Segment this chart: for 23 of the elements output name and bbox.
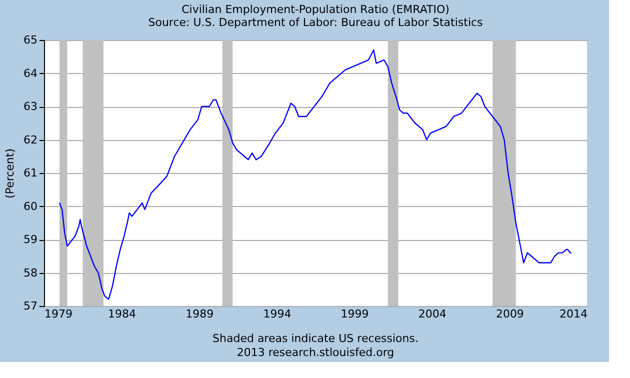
x-tick-label: 1994: [263, 308, 292, 320]
text: Shaded areas indicate US recessions.: [212, 332, 418, 345]
y-tick-label: 63: [24, 100, 38, 113]
line-series: [58, 49, 572, 300]
x-tick-label: 1989: [186, 308, 214, 320]
x-tick-label: 2014: [560, 308, 588, 320]
y-tick-label: 60: [24, 200, 38, 213]
text: 2013 research.stlouisfed.org: [236, 346, 394, 359]
x-tick-label: 1979: [44, 308, 72, 320]
x-tick-label: 1984: [108, 308, 136, 320]
y-tick-label: 64: [24, 66, 38, 80]
y-tick-label: 62: [24, 133, 38, 146]
x-tick-label: 1999: [340, 308, 369, 320]
y-tick-label: 65: [24, 34, 38, 46]
x-tick-label: 2004: [418, 308, 446, 320]
chart-title: Civilian Employment-Population Ratio (EMRATIO): [182, 3, 450, 16]
y-tick-label: 61: [24, 166, 38, 180]
chart-subtitle: Source: U.S. Department of Labor: Bureau of Labor Statistics: [148, 16, 484, 29]
x-tick-label: 2009: [496, 308, 524, 320]
y-axis-title: (Percent): [4, 148, 17, 198]
y-tick-label: 57: [24, 300, 38, 312]
y-tick-label: 58: [24, 266, 38, 280]
y-tick-label: 59: [24, 233, 38, 246]
